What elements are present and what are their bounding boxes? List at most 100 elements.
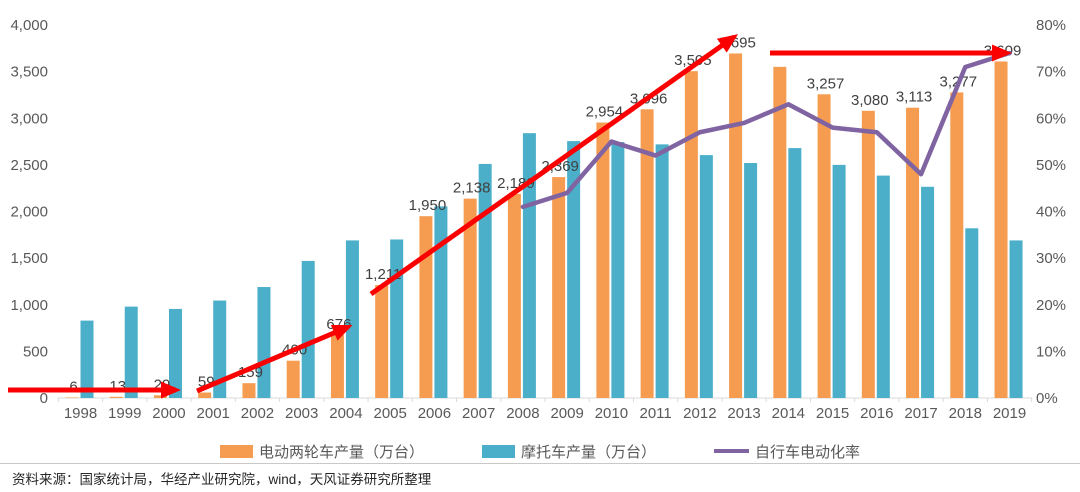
right-axis-tick-label: 60% — [1036, 110, 1066, 127]
left-axis-tick-label: 3,000 — [10, 110, 48, 127]
bar-motorcycle — [965, 228, 979, 398]
left-axis-tick-label: 2,000 — [10, 204, 48, 221]
year-label: 2015 — [816, 405, 849, 422]
bar-electric-two-wheeler — [198, 392, 212, 398]
trend-arrow-rise-2005-2013 — [369, 34, 739, 297]
left-axis-tick-label: 3,500 — [10, 64, 48, 81]
year-label: 2016 — [860, 405, 893, 422]
year-label: 2009 — [550, 405, 583, 422]
bar-motorcycle — [124, 306, 138, 398]
year-label: 2002 — [241, 405, 274, 422]
left-axis-tick-label: 0 — [40, 390, 48, 407]
year-label: 2001 — [197, 405, 230, 422]
bar-motorcycle — [788, 148, 802, 398]
legend-bar-swatch — [219, 444, 253, 458]
bar-data-label: 1,950 — [409, 197, 447, 214]
legend-label: 电动两轮车产量（万台） — [258, 443, 424, 461]
bar-electric-two-wheeler — [242, 383, 256, 398]
legend-label: 自行车电动化率 — [755, 443, 861, 461]
bar-data-label: 3,505 — [674, 52, 712, 69]
bar-electric-two-wheeler — [817, 94, 831, 398]
bar-electric-two-wheeler — [773, 66, 787, 398]
bar-motorcycle — [345, 240, 359, 398]
bar-electric-two-wheeler — [507, 193, 521, 398]
source-note: 资料来源：国家统计局，华经产业研究院，wind，天风证券研究所整理 — [12, 472, 432, 487]
bar-electric-two-wheeler — [729, 53, 743, 398]
year-label: 2019 — [993, 405, 1026, 422]
year-label: 2008 — [506, 405, 539, 422]
bar-electric-two-wheeler — [552, 177, 566, 398]
right-axis-tick-label: 50% — [1036, 157, 1066, 174]
bar-motorcycle — [1009, 240, 1023, 398]
bar-motorcycle — [213, 300, 227, 398]
bar-data-label: 2,138 — [453, 180, 491, 197]
combo-chart-svg: 0 500 1,000 1,500 2,000 2,500 3,000 3,500 4,000 0… — [8, 17, 1066, 422]
left-axis-tick-label: 1,500 — [10, 250, 48, 267]
bar-electric-two-wheeler — [109, 396, 123, 398]
bar-motorcycle — [390, 239, 404, 398]
legend-item: 电动两轮车产量（万台） — [219, 441, 424, 462]
bar-motorcycle — [611, 142, 625, 398]
legend-label: 摩托车产量（万台） — [520, 443, 656, 461]
year-label: 2005 — [373, 405, 406, 422]
year-label: 2018 — [949, 405, 982, 422]
legend-line-swatch — [714, 449, 749, 453]
left-axis-tick-label: 1,000 — [10, 297, 48, 314]
year-label: 2017 — [904, 405, 937, 422]
legend-item: 自行车电动化率 — [714, 441, 860, 462]
year-label: 2012 — [683, 405, 716, 422]
bar-data-label: 3,080 — [851, 92, 889, 109]
bar-motorcycle — [478, 163, 492, 398]
year-label: 2007 — [462, 405, 495, 422]
bar-electric-two-wheeler — [463, 198, 477, 398]
bar-electric-two-wheeler — [65, 397, 79, 399]
left-axis-tick-label: 4,000 — [10, 17, 48, 34]
bar-electric-two-wheeler — [994, 61, 1008, 398]
bar-motorcycle — [301, 260, 315, 398]
year-label: 2006 — [418, 405, 451, 422]
electrification-rate-line — [520, 50, 1012, 210]
bar-data-label: 3,113 — [896, 89, 932, 106]
bar-electric-two-wheeler — [419, 216, 433, 398]
bar-electric-two-wheeler — [596, 122, 610, 399]
bar-motorcycle — [434, 206, 448, 398]
bar-motorcycle — [744, 163, 758, 398]
bar-electric-two-wheeler — [330, 334, 344, 398]
year-label: 2014 — [772, 405, 805, 422]
right-axis-tick-label: 30% — [1036, 250, 1066, 267]
left-axis-tick-label: 2,500 — [10, 157, 48, 174]
legend-bar-swatch — [481, 444, 515, 458]
year-label: 2011 — [639, 405, 671, 422]
bar-data-label: 2,369 — [541, 158, 579, 175]
bar-data-label: 2,954 — [586, 104, 624, 121]
bar-electric-two-wheeler — [906, 107, 920, 398]
bar-motorcycle — [257, 287, 271, 398]
year-label: 1999 — [108, 405, 141, 422]
bar-electric-two-wheeler — [684, 71, 698, 398]
trend-arrow-rise-2001-2004 — [196, 324, 353, 394]
right-axis-tick-label: 0% — [1036, 390, 1058, 407]
year-label: 1998 — [64, 405, 97, 422]
plot-area: 0 500 1,000 1,500 2,000 2,500 3,000 3,500 4,000 0… — [8, 17, 1066, 422]
right-axis-tick-label: 20% — [1036, 297, 1066, 314]
year-label: 2013 — [727, 405, 760, 422]
right-axis-tick-label: 40% — [1036, 204, 1066, 221]
bar-motorcycle — [876, 175, 890, 398]
left-axis-tick-label: 500 — [23, 343, 48, 360]
bar-electric-two-wheeler — [640, 109, 654, 398]
year-label: 2003 — [285, 405, 318, 422]
bar-motorcycle — [699, 155, 713, 398]
bar-data-label: 3,257 — [807, 75, 845, 92]
legend: 电动两轮车产量（万台） 摩托车产量（万台） 自行车电动化率 — [0, 440, 1080, 462]
bar-data-label: 6 — [69, 378, 77, 395]
footer-divider — [0, 463, 1080, 464]
right-axis-tick-label: 70% — [1036, 64, 1066, 81]
bar-motorcycle — [168, 308, 182, 398]
bar-motorcycle — [80, 320, 94, 398]
year-label: 2000 — [152, 405, 185, 422]
right-axis-tick-label: 10% — [1036, 343, 1066, 360]
bar-electric-two-wheeler — [286, 360, 300, 398]
bar-electric-two-wheeler — [375, 285, 389, 398]
bar-electric-two-wheeler — [153, 395, 167, 398]
